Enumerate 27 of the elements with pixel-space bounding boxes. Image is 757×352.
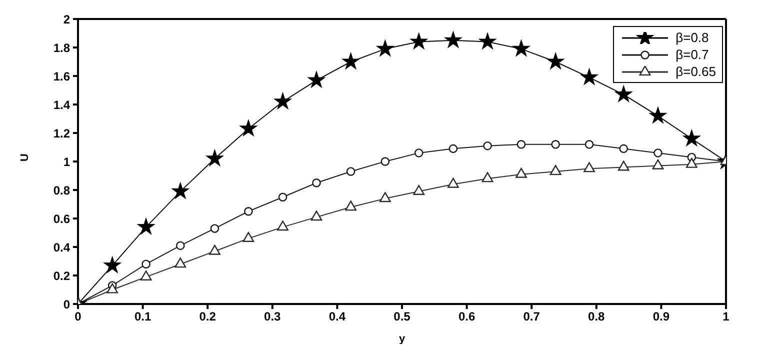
y-tick-label: 1 <box>63 154 70 169</box>
y-tick-label: 0.2 <box>53 268 70 283</box>
legend-label: β=0.8 <box>676 30 709 45</box>
y-tick-label: 1.6 <box>53 69 70 84</box>
legend-label: β=0.7 <box>676 47 709 62</box>
x-tick-label: 0.4 <box>328 310 346 324</box>
y-axis-title: U <box>18 154 31 162</box>
y-tick-label: 0.4 <box>53 240 70 254</box>
y-tick-label: 2 <box>63 12 70 26</box>
x-tick-label: 0.2 <box>199 310 216 324</box>
y-tick-label: 0.6 <box>53 212 70 226</box>
x-tick-label: 0.9 <box>652 310 670 324</box>
y-tick-label: 1.8 <box>53 40 70 55</box>
y-tick-label: 1.2 <box>53 126 70 140</box>
x-tick-label: 0.7 <box>523 310 540 324</box>
legend-label: β=0.65 <box>676 64 716 79</box>
x-tick-label: 0 <box>74 310 82 324</box>
y-tick-label: 1.4 <box>53 98 70 112</box>
x-tick-label: 0.5 <box>394 310 411 324</box>
x-tick-label: 0.3 <box>264 310 282 324</box>
x-axis-title: y <box>398 333 406 345</box>
y-tick-label: 0.8 <box>53 183 70 198</box>
x-tick-label: 1 <box>722 310 730 324</box>
x-tick-label: 0.8 <box>588 310 606 324</box>
y-tick-label: 0 <box>63 297 70 312</box>
x-tick-label: 0.1 <box>134 310 152 324</box>
x-tick-label: 0.6 <box>458 310 476 324</box>
